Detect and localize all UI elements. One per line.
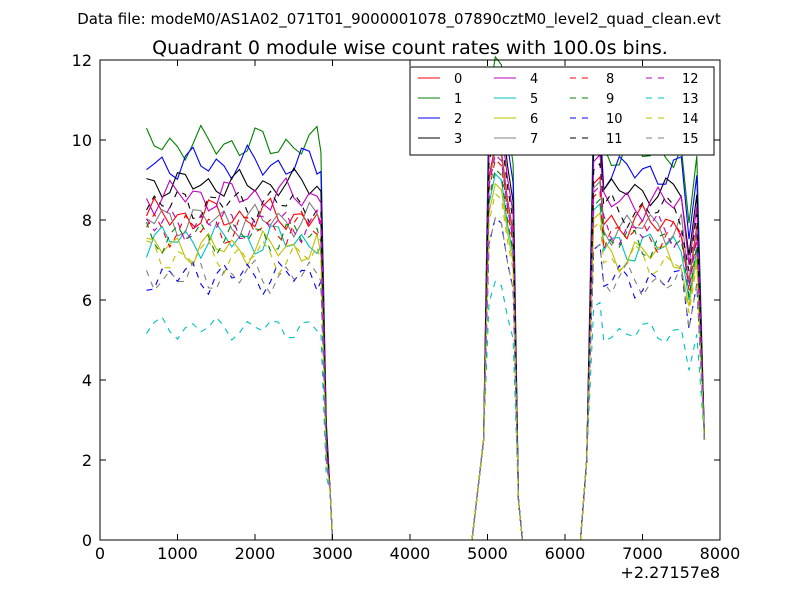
legend-label-13: 13: [682, 92, 699, 107]
legend-label-0: 0: [454, 72, 462, 87]
y-tick-label: 12: [72, 51, 92, 70]
series-line-12: [146, 153, 706, 541]
series-line-3: [146, 104, 706, 541]
series-line-8: [146, 158, 706, 541]
y-tick-label: 2: [82, 451, 92, 470]
chart-supertitle: Data file: modeM0/AS1A02_071T01_90000010…: [77, 10, 721, 29]
y-tick-label: 8: [82, 211, 92, 230]
chart-title: Quadrant 0 module wise count rates with …: [152, 37, 668, 59]
series-line-0: [145, 143, 706, 541]
series-line-10: [146, 216, 706, 541]
legend-label-2: 2: [454, 112, 462, 127]
legend-label-10: 10: [606, 112, 623, 127]
series-line-15: [145, 216, 706, 541]
x-tick-label: 7000: [622, 544, 663, 563]
series-line-14: [146, 192, 706, 541]
legend-label-3: 3: [454, 132, 462, 147]
x-tick-label: 4000: [390, 544, 431, 563]
x-tick-label: 2000: [235, 544, 276, 563]
x-tick-label: 0: [95, 544, 105, 563]
x-offset-label: +2.27157e8: [620, 563, 720, 582]
y-tick-label: 6: [82, 291, 92, 310]
legend-label-6: 6: [530, 112, 538, 127]
x-tick-label: 8000: [700, 544, 741, 563]
y-tick-label: 4: [82, 371, 92, 390]
legend-label-8: 8: [606, 72, 614, 87]
legend-label-11: 11: [606, 132, 623, 147]
series-line-6: [146, 182, 706, 541]
x-tick-label: 6000: [545, 544, 586, 563]
legend-label-5: 5: [530, 92, 538, 107]
legend-label-15: 15: [682, 132, 699, 147]
series-line-7: [146, 148, 706, 541]
legend-label-4: 4: [530, 72, 538, 87]
y-tick-label: 10: [72, 131, 92, 150]
x-tick-label: 3000: [312, 544, 353, 563]
legend-label-14: 14: [682, 112, 699, 127]
ticks-layer: 0 1000 2000 3000 4000 5000 6000 7000 80000246810…: [72, 51, 741, 563]
y-tick-label: 0: [82, 531, 92, 550]
legend-label-7: 7: [530, 132, 538, 147]
series-line-5: [145, 172, 706, 541]
legend-box: [409, 66, 715, 156]
series-line-13: [146, 280, 706, 541]
legend-label-1: 1: [454, 92, 462, 107]
x-tick-label: 5000: [467, 544, 508, 563]
legend-label-12: 12: [682, 72, 699, 87]
x-tick-label: 1000: [157, 544, 198, 563]
legend-label-9: 9: [606, 92, 614, 107]
